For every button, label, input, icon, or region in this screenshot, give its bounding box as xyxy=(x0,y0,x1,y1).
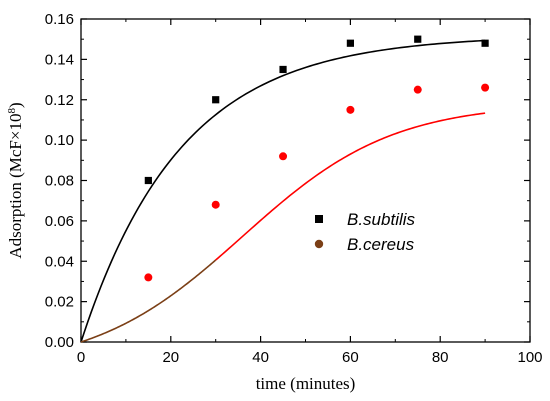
data-point xyxy=(413,85,422,94)
data-point xyxy=(346,39,354,47)
fit-curve xyxy=(215,112,486,261)
y-axis-title: Adsorption (McF×108) xyxy=(6,102,25,258)
y-tick-label: 0.10 xyxy=(45,132,74,149)
y-tick-label: 0.08 xyxy=(45,173,74,190)
y-tick-label: 0.16 xyxy=(45,11,74,28)
x-tick-label: 40 xyxy=(252,349,269,366)
data-point xyxy=(279,65,287,74)
legend-label: B.subtilis xyxy=(347,210,416,229)
fit-curve xyxy=(80,39,486,343)
data-point xyxy=(346,105,355,114)
data-points xyxy=(144,35,490,282)
data-point xyxy=(414,35,422,43)
x-axis-title: time (minutes) xyxy=(256,374,356,393)
y-tick-label: 0.02 xyxy=(45,294,74,311)
data-point xyxy=(211,200,220,209)
x-tick-label: 20 xyxy=(162,349,179,366)
data-point xyxy=(481,39,489,47)
data-point xyxy=(212,96,220,104)
legend-marker xyxy=(314,239,324,249)
y-tick-label: 0.04 xyxy=(45,253,74,270)
y-tick-label: 0.06 xyxy=(45,213,74,230)
x-tick-label: 80 xyxy=(432,349,449,366)
legend-marker xyxy=(315,215,323,223)
x-tick-label: 100 xyxy=(517,349,542,366)
legend-label: B.cereus xyxy=(347,235,415,254)
data-point xyxy=(144,273,153,282)
data-point xyxy=(481,83,490,92)
x-tick-label: 60 xyxy=(342,349,359,366)
x-tick-label: 0 xyxy=(77,349,85,366)
y-tick-label: 0.12 xyxy=(45,92,74,109)
fit-curves xyxy=(80,39,486,343)
y-tick-label: 0.14 xyxy=(45,51,74,68)
fit-curve-segment xyxy=(80,259,217,343)
data-point xyxy=(144,176,152,185)
data-point xyxy=(279,152,288,161)
y-tick-label: 0.00 xyxy=(45,334,74,351)
legend: B.subtilis B.cereus xyxy=(314,210,416,254)
ticks: 0 20 40 60 80 100 0.00 0.02 0.04 0.06 0.08 0.10 0.12… xyxy=(45,11,543,366)
